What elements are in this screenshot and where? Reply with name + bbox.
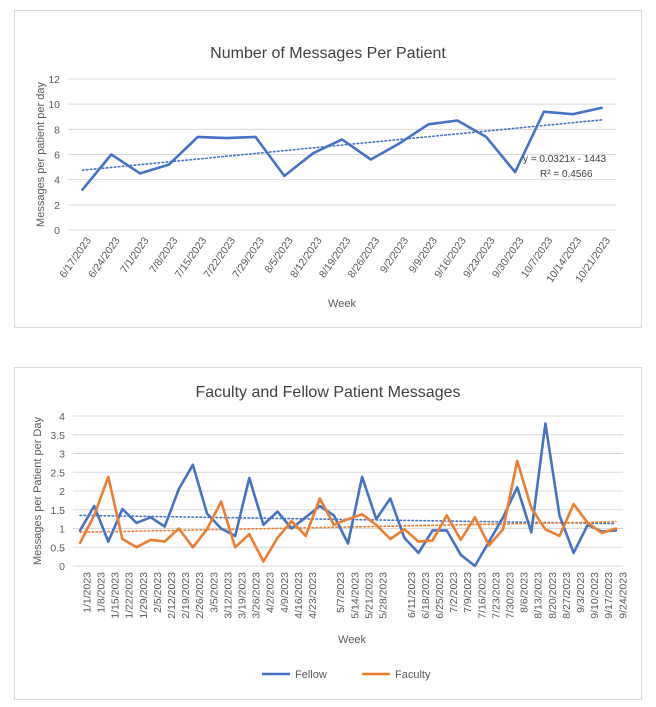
x-tick-label: 3/5/2023	[208, 572, 220, 613]
chart-title: Number of Messages Per Patient	[210, 45, 446, 62]
x-axis-title: Week	[338, 634, 366, 646]
x-tick-label: 7/16/2023	[476, 572, 488, 619]
x-tick-label: 5/7/2023	[335, 572, 347, 613]
x-tick-label: 4/16/2023	[293, 572, 305, 619]
legend-label-fellow: Fellow	[295, 669, 327, 681]
trendline-r2: R² = 0.4566	[540, 169, 593, 180]
chart2-svg: Faculty and Fellow Patient Messages 0 0.5 1…	[32, 384, 629, 681]
trendline-equation: y = 0.0321x - 1443	[523, 154, 607, 165]
series-line-0	[81, 106, 603, 191]
x-tick-label: 1/29/2023	[138, 572, 150, 619]
x-tick-label: 7/30/2023	[504, 572, 516, 619]
x-tick-label: 8/13/2023	[533, 572, 545, 619]
x-tick-label: 6/25/2023	[434, 572, 446, 619]
x-tick-label: 5/28/2023	[378, 572, 390, 619]
x-tick-label: 3/12/2023	[222, 572, 234, 619]
y-tick-label: 2.5	[50, 467, 65, 479]
series-line-faculty	[78, 459, 618, 563]
x-tick-label: 7/9/2023	[462, 572, 474, 613]
y-tick-label: 1.5	[50, 505, 65, 517]
y-tick-label: 3.5	[50, 430, 65, 442]
x-tick-label: 1/15/2023	[110, 572, 122, 619]
x-tick-label: 4/2/2023	[265, 572, 277, 613]
y-tick-label: 6	[54, 150, 60, 162]
y-tick-label: 4	[54, 175, 60, 187]
trendline-faculty	[79, 520, 617, 534]
y-tick-label: 1	[59, 524, 65, 536]
x-tick-label: 5/14/2023	[349, 572, 361, 619]
x-tick-label: 1/22/2023	[124, 572, 136, 619]
x-tick-label: 1/8/2023	[96, 572, 108, 613]
chart1-svg: Number of Messages Per Patient0246810126…	[35, 45, 616, 310]
trendline	[81, 119, 603, 172]
x-tick-label: 8/27/2023	[561, 572, 573, 619]
y-tick-label: 0	[59, 561, 65, 573]
x-tick-label: 4/9/2023	[279, 572, 291, 613]
y-tick-label: 10	[48, 99, 60, 111]
y-tick-label: 0.5	[50, 542, 65, 554]
y-tick-label: 3	[59, 449, 65, 461]
y-axis-title: Messages per Patient per Day	[32, 417, 44, 565]
x-tick-label: 3/19/2023	[237, 572, 249, 619]
x-tick-label: 2/12/2023	[166, 572, 178, 619]
x-tick-label: 2/26/2023	[194, 572, 206, 619]
y-tick-label: 8	[54, 124, 60, 136]
x-tick-label: 5/21/2023	[363, 572, 375, 619]
y-tick-label: 2	[54, 200, 60, 212]
x-tick-label: 8/20/2023	[547, 572, 559, 619]
x-tick-label: 2/19/2023	[180, 572, 192, 619]
x-tick-label: 6/18/2023	[420, 572, 432, 619]
y-tick-label: 12	[48, 74, 60, 86]
y-tick-label: 4	[59, 411, 65, 423]
x-tick-label: 3/26/2023	[251, 572, 263, 619]
series-line-fellow	[78, 422, 618, 568]
chart-title: Faculty and Fellow Patient Messages	[195, 384, 460, 401]
x-tick-label: 9/3/2023	[575, 572, 587, 613]
x-tick-label: 4/23/2023	[307, 572, 319, 619]
y-axis-title: Messages per patient per day	[35, 82, 47, 227]
messages-per-patient-chart: Number of Messages Per Patient 0 2 4 6 8 10 12 6…	[14, 10, 642, 328]
x-axis-title: Week	[328, 298, 356, 310]
x-tick-label: 1/1/2023	[81, 572, 93, 613]
x-tick-label: 6/11/2023	[406, 572, 418, 618]
y-tick-label: 2	[59, 486, 65, 498]
x-tick-label: 7/2/2023	[448, 572, 460, 613]
x-tick-label: 7/23/2023	[490, 572, 502, 619]
x-tick-label: 2/5/2023	[152, 572, 164, 613]
y-tick-label: 0	[54, 225, 60, 237]
x-tick-label: 9/17/2023	[603, 572, 615, 619]
x-tick-label: 8/6/2023	[519, 572, 531, 613]
x-tick-label: 9/24/2023	[617, 572, 629, 619]
faculty-fellow-chart: Faculty and Fellow Patient Messages 0 0.5 1…	[14, 367, 642, 700]
x-tick-label: 9/10/2023	[589, 572, 601, 619]
legend-label-faculty: Faculty	[395, 669, 431, 681]
